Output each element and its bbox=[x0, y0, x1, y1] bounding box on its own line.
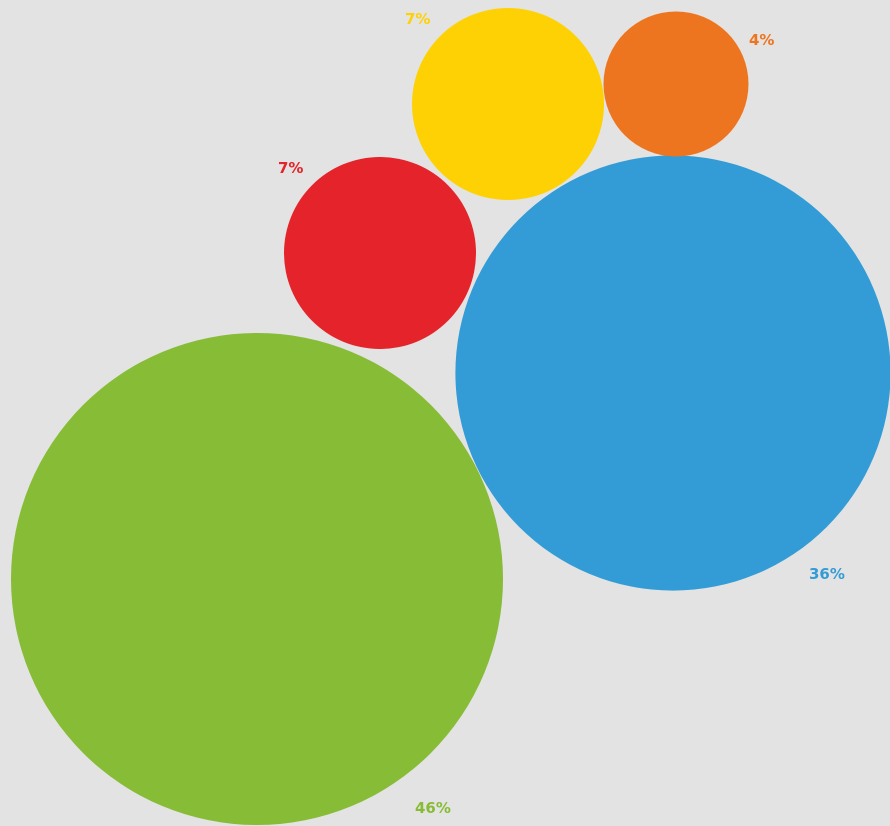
bubble-5 bbox=[603, 11, 749, 157]
bubble-3 bbox=[284, 157, 476, 349]
bubble-label-2: 36% bbox=[809, 565, 845, 583]
bubble-4 bbox=[412, 8, 604, 200]
bubble-label-3: 7% bbox=[278, 159, 303, 177]
bubble-label-4: 7% bbox=[405, 10, 430, 28]
bubble-label-1: 46% bbox=[415, 799, 451, 817]
bubble-2 bbox=[455, 155, 890, 591]
bubble-1 bbox=[11, 333, 503, 825]
bubble-label-5: 4% bbox=[749, 31, 774, 49]
